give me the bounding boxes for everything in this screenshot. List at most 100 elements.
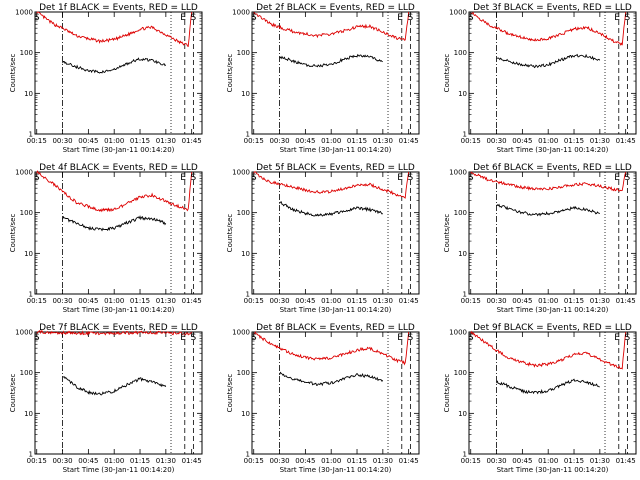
- y-axis-label: Counts/sec: [443, 214, 451, 253]
- series-line-events: [62, 376, 167, 396]
- y-tick-label: 100: [20, 49, 33, 57]
- plot-frame: [34, 171, 203, 295]
- x-tick-label: 01:00: [538, 457, 558, 465]
- x-tick-label: 01:15: [130, 457, 150, 465]
- x-tick-label: 00:30: [486, 137, 506, 145]
- x-tick-label: 01:15: [564, 137, 584, 145]
- x-tick-label: 01:30: [373, 457, 393, 465]
- marker-label: S: [468, 13, 474, 23]
- marker-label: S: [625, 13, 631, 23]
- x-tick-label: 00:30: [52, 137, 72, 145]
- x-tick-label: 00:15: [461, 457, 481, 465]
- marker-label: E: [180, 333, 186, 343]
- x-tick-label: 01:45: [616, 137, 636, 145]
- y-tick-label: 100: [237, 49, 250, 57]
- y-tick-label: 1000: [232, 169, 250, 177]
- marker-label: S: [468, 173, 474, 183]
- x-tick-label: 00:30: [269, 297, 289, 305]
- x-tick-label: 01:00: [321, 297, 341, 305]
- y-tick-label: 1000: [15, 169, 33, 177]
- x-tick-label: 01:45: [182, 297, 202, 305]
- chart-panel: Det 7f BLACK = Events, RED = LLD 1 10 100 10…: [9, 323, 203, 474]
- x-tick-label: 01:45: [182, 137, 202, 145]
- marker-label: S: [625, 333, 631, 343]
- chart-title: Det 6f BLACK = Events, RED = LLD: [473, 163, 632, 173]
- x-tick-label: 01:15: [564, 457, 584, 465]
- y-tick-label: 1000: [232, 9, 250, 17]
- y-tick-label: 100: [454, 49, 467, 57]
- y-tick-label: 1: [463, 451, 467, 459]
- x-tick-label: 00:15: [461, 137, 481, 145]
- x-tick-label: 01:15: [130, 137, 150, 145]
- x-tick-label: 01:45: [182, 457, 202, 465]
- chart-title: Det 9f BLACK = Events, RED = LLD: [473, 323, 632, 333]
- chart-panel: Det 3f BLACK = Events, RED = LLD 1 10 100 10…: [443, 3, 637, 154]
- x-tick-label: 00:45: [512, 137, 532, 145]
- x-tick-label: 01:45: [616, 297, 636, 305]
- x-tick-label: 01:45: [399, 137, 419, 145]
- y-tick-label: 1000: [232, 329, 250, 337]
- x-tick-label: 00:15: [27, 137, 47, 145]
- y-tick-label: 100: [454, 369, 467, 377]
- x-tick-label: 01:15: [564, 297, 584, 305]
- x-tick-label: 00:15: [244, 297, 264, 305]
- y-tick-label: 10: [458, 90, 467, 98]
- chart-title: Det 3f BLACK = Events, RED = LLD: [473, 3, 632, 13]
- y-tick-label: 1: [246, 131, 250, 139]
- y-tick-label: 100: [454, 209, 467, 217]
- marker-label: S: [251, 173, 257, 183]
- x-tick-label: 00:30: [52, 457, 72, 465]
- x-tick-label: 00:45: [512, 297, 532, 305]
- marker-label: E: [397, 173, 403, 183]
- marker-label: S: [625, 173, 631, 183]
- y-tick-label: 1000: [15, 9, 33, 17]
- x-tick-label: 01:30: [156, 457, 176, 465]
- plot-frame: [251, 331, 420, 455]
- marker-label: S: [408, 13, 414, 23]
- chart-panel: Det 8f BLACK = Events, RED = LLD 1 10 100 10…: [226, 323, 420, 474]
- x-tick-label: 00:15: [461, 297, 481, 305]
- plot-frame: [34, 331, 203, 455]
- y-tick-label: 10: [241, 250, 250, 258]
- x-tick-label: 01:15: [347, 457, 367, 465]
- y-tick-label: 1: [463, 291, 467, 299]
- y-tick-label: 100: [20, 369, 33, 377]
- x-tick-label: 00:45: [78, 137, 98, 145]
- x-tick-label: 01:00: [321, 137, 341, 145]
- x-axis-label: Start Time (30-Jan-11 00:14:20): [280, 466, 392, 474]
- x-tick-label: 00:45: [78, 297, 98, 305]
- y-tick-label: 1000: [449, 329, 467, 337]
- marker-label: E: [180, 173, 186, 183]
- x-axis-label: Start Time (30-Jan-11 00:14:20): [497, 306, 609, 314]
- series-line-events: [279, 201, 383, 217]
- x-tick-label: 01:45: [616, 457, 636, 465]
- marker-label: S: [468, 333, 474, 343]
- series-line-lld: [470, 171, 627, 192]
- x-tick-label: 00:45: [295, 297, 315, 305]
- marker-label: S: [34, 333, 40, 343]
- x-tick-label: 00:15: [27, 457, 47, 465]
- chart-title: Det 8f BLACK = Events, RED = LLD: [256, 323, 415, 333]
- x-axis-label: Start Time (30-Jan-11 00:14:20): [280, 146, 392, 154]
- y-tick-label: 1000: [15, 329, 33, 337]
- y-axis-label: Counts/sec: [9, 54, 17, 93]
- chart-title: Det 1f BLACK = Events, RED = LLD: [39, 3, 198, 13]
- chart-title: Det 7f BLACK = Events, RED = LLD: [39, 323, 198, 333]
- y-tick-label: 1000: [449, 169, 467, 177]
- x-tick-label: 01:00: [104, 457, 124, 465]
- marker-label: S: [408, 173, 414, 183]
- plot-frame: [468, 171, 637, 295]
- y-axis-label: Counts/sec: [226, 214, 234, 253]
- y-tick-label: 1: [29, 131, 33, 139]
- x-tick-label: 00:15: [244, 457, 264, 465]
- x-tick-label: 01:45: [399, 297, 419, 305]
- x-tick-label: 01:30: [156, 137, 176, 145]
- marker-label: S: [251, 13, 257, 23]
- x-tick-label: 01:30: [373, 137, 393, 145]
- y-tick-label: 100: [20, 209, 33, 217]
- x-axis-label: Start Time (30-Jan-11 00:14:20): [280, 306, 392, 314]
- plot-frame: [251, 11, 420, 135]
- x-tick-label: 01:45: [399, 457, 419, 465]
- series-line-events: [279, 371, 384, 387]
- series-line-lld: [36, 11, 193, 48]
